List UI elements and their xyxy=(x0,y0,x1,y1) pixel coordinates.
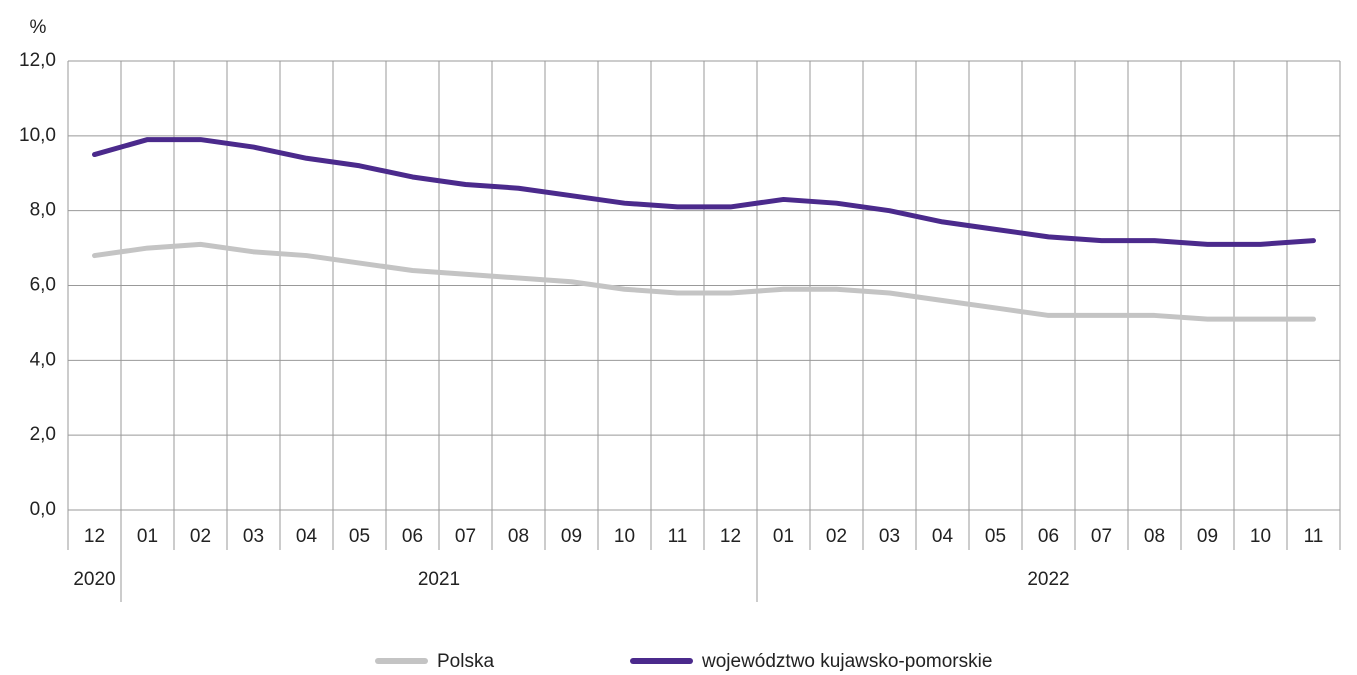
x-tick-label: 02 xyxy=(190,526,211,547)
y-tick-label: 2,0 xyxy=(30,424,56,445)
x-tick-label: 04 xyxy=(296,526,318,547)
y-tick-label: 8,0 xyxy=(30,200,56,221)
year-label: 2022 xyxy=(1027,569,1069,590)
year-label: 2021 xyxy=(418,569,460,590)
x-tick-label: 11 xyxy=(668,526,688,547)
x-tick-label: 01 xyxy=(137,526,158,547)
x-tick-label: 11 xyxy=(1304,526,1324,547)
year-label: 2020 xyxy=(73,569,115,590)
line-series xyxy=(92,137,1316,247)
line-series xyxy=(92,241,1316,322)
y-tick-label: 6,0 xyxy=(30,275,56,296)
x-tick-label: 05 xyxy=(349,526,370,547)
x-tick-label: 08 xyxy=(1144,526,1165,547)
x-tick-label: 05 xyxy=(985,526,1006,547)
x-tick-label: 03 xyxy=(879,526,900,547)
y-tick-label: 4,0 xyxy=(30,349,56,370)
x-tick-label: 09 xyxy=(561,526,582,547)
x-tick-label: 09 xyxy=(1197,526,1218,547)
legend-label: województwo kujawsko-pomorskie xyxy=(701,651,992,672)
y-axis-label: % xyxy=(30,17,47,38)
x-tick-label: 02 xyxy=(826,526,847,547)
x-tick-label: 03 xyxy=(243,526,264,547)
x-tick-label: 08 xyxy=(508,526,529,547)
x-tick-label: 01 xyxy=(773,526,794,547)
x-tick-label: 07 xyxy=(1091,526,1112,547)
y-tick-label: 0,0 xyxy=(30,499,56,520)
x-tick-label: 06 xyxy=(1038,526,1059,547)
x-tick-label: 04 xyxy=(932,526,954,547)
legend-label: Polska xyxy=(437,651,494,672)
x-tick-label: 12 xyxy=(720,526,741,547)
x-tick-label: 07 xyxy=(455,526,476,547)
y-tick-label: 12,0 xyxy=(19,50,56,71)
x-tick-label: 10 xyxy=(1250,526,1271,547)
x-tick-label: 10 xyxy=(614,526,635,547)
x-tick-label: 06 xyxy=(402,526,423,547)
x-tick-label: 12 xyxy=(84,526,105,547)
y-tick-label: 10,0 xyxy=(19,125,56,146)
